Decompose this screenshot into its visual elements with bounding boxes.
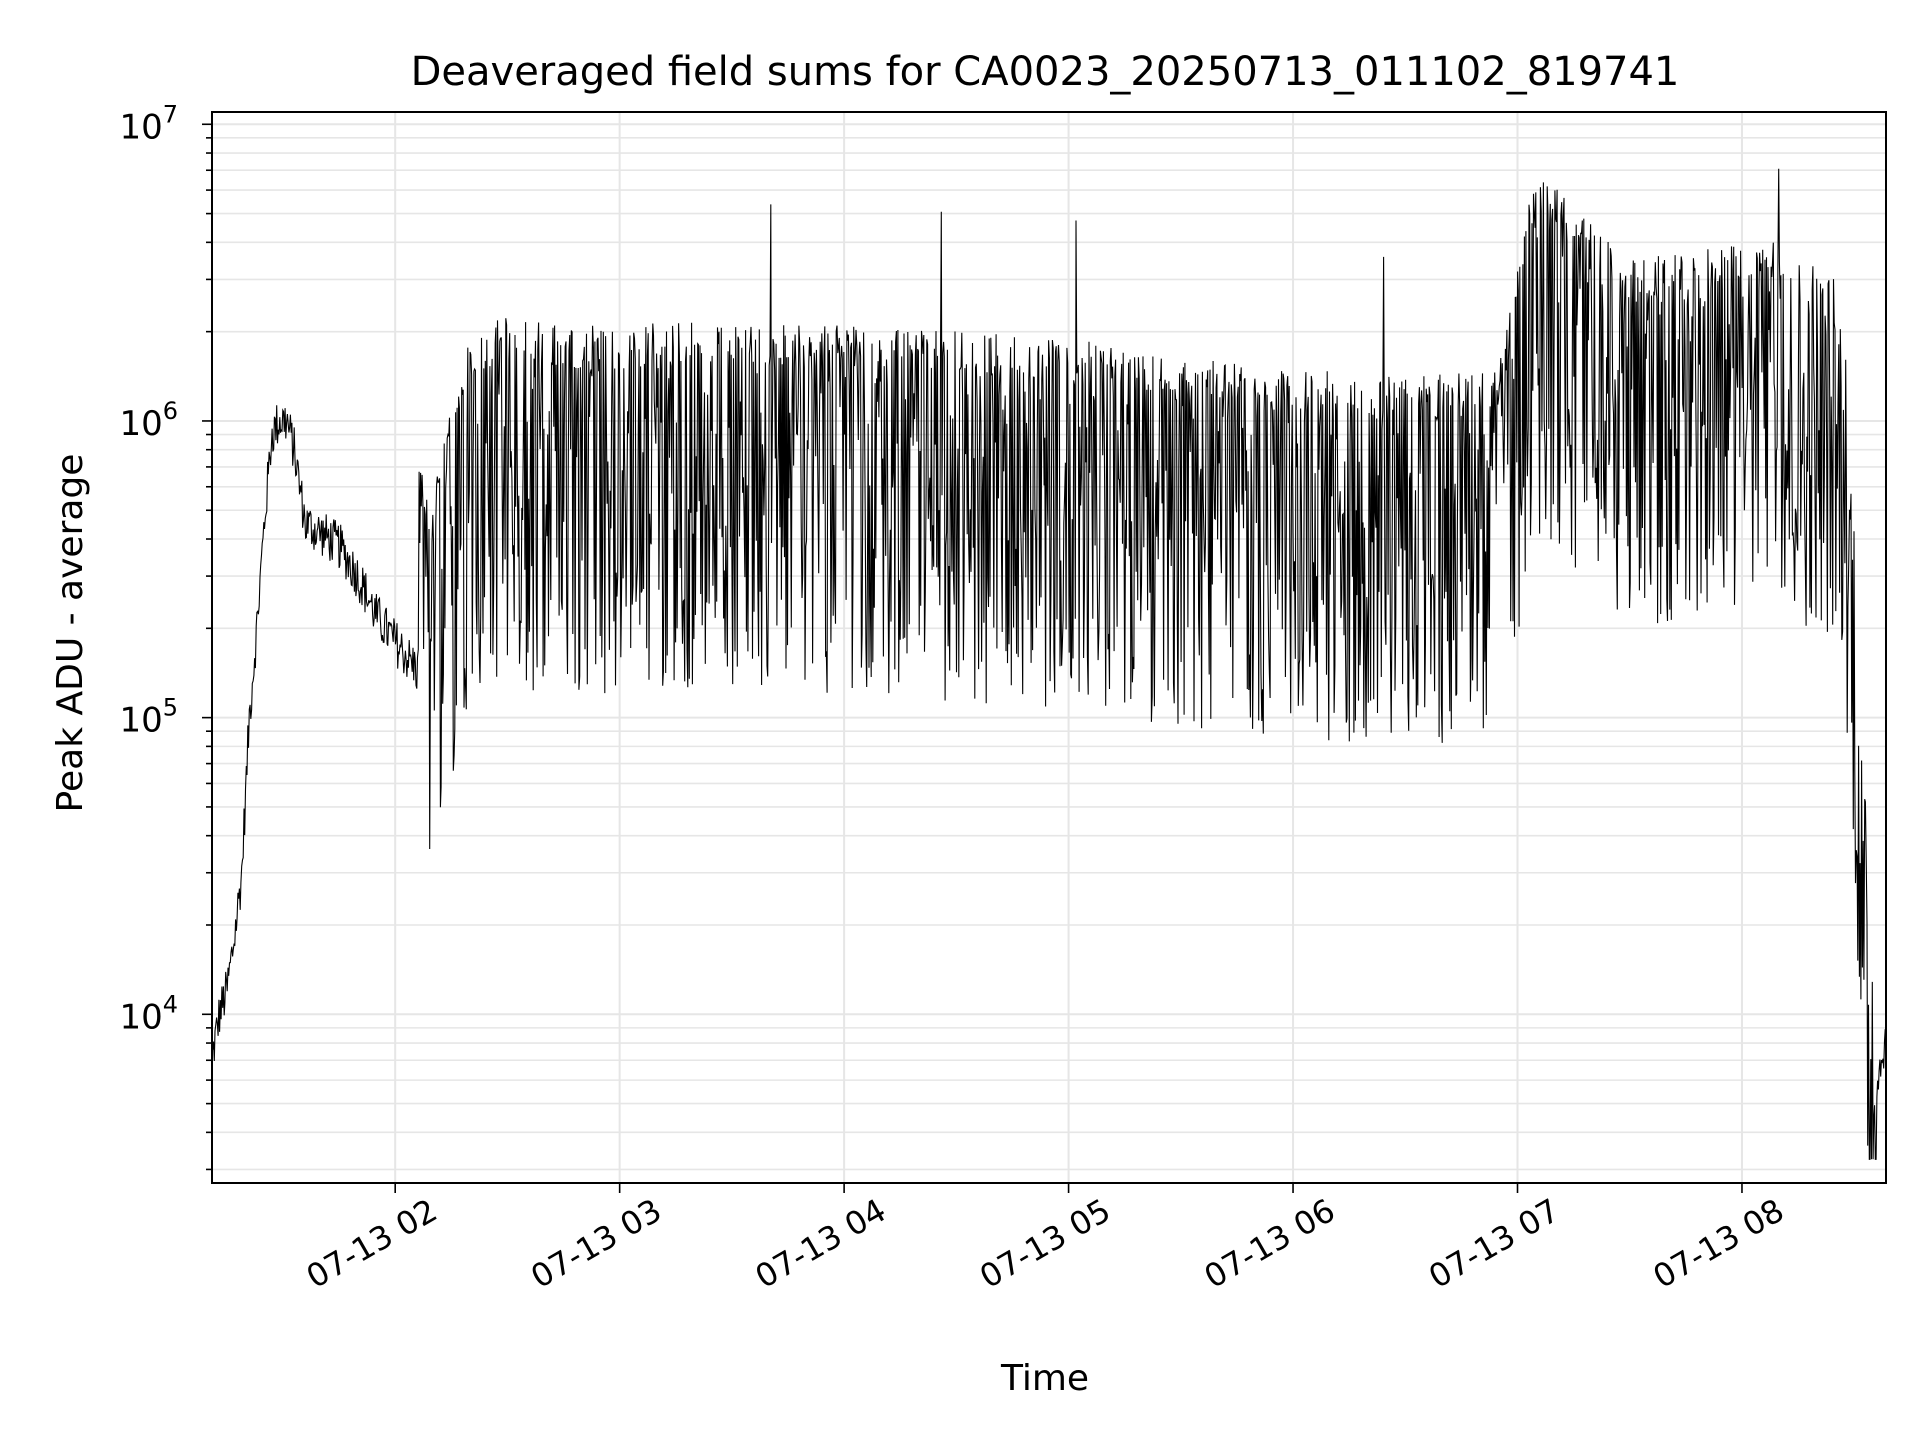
chart-title: Deaveraged field sums for CA0023_2025071…	[411, 49, 1680, 95]
y-axis-label: Peak ADU - average	[50, 454, 91, 813]
y-tick-label: 107	[119, 100, 178, 147]
data-line-series	[211, 168, 1887, 1160]
y-tick-label: 105	[119, 694, 178, 741]
y-tick-label: 106	[119, 397, 178, 444]
plot-frame	[211, 111, 1887, 1184]
y-tick-label: 104	[119, 990, 178, 1037]
data-series	[211, 168, 1887, 1160]
grid-lines	[212, 112, 1886, 1183]
x-axis-label: Time	[1000, 1358, 1089, 1399]
